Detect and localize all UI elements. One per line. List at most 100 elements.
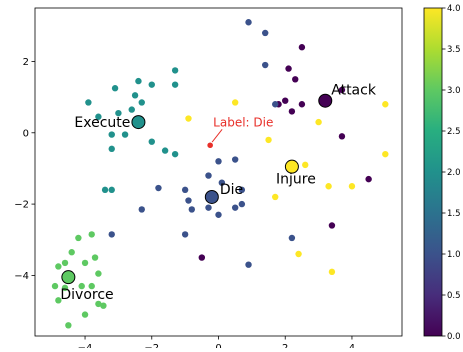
- point-label-divorce: Divorce: [60, 287, 113, 303]
- x-tick-label: 0: [215, 343, 221, 348]
- data-point: [88, 231, 95, 238]
- colorbar-tick-label: 0.0: [447, 332, 461, 342]
- colorbar-tick-label: 3.0: [447, 86, 461, 96]
- data-point: [128, 106, 135, 113]
- data-point: [205, 204, 212, 211]
- data-point: [78, 282, 85, 290]
- point-label-injure: Injure: [276, 172, 316, 188]
- highlighted-point-divorce: [61, 270, 76, 285]
- data-point: [262, 29, 269, 37]
- point-label-die: Die: [220, 182, 243, 198]
- data-point: [238, 186, 246, 194]
- data-point: [245, 19, 252, 26]
- data-point: [155, 184, 162, 192]
- data-point: [215, 158, 222, 165]
- data-point: [338, 133, 346, 140]
- data-point: [295, 250, 302, 258]
- query-annotation: Label: Die: [206, 115, 273, 150]
- data-point: [121, 131, 129, 138]
- data-point: [288, 108, 296, 115]
- data-point: [171, 67, 179, 74]
- data-point: [131, 92, 139, 99]
- x-tick-label: −4: [78, 343, 93, 348]
- highlighted-points: Attack Execute Injure Die Divorce: [60, 83, 376, 303]
- data-point: [265, 136, 272, 144]
- data-point: [100, 302, 107, 309]
- data-point: [108, 145, 115, 153]
- colorbar-tick-label: 3.5: [447, 45, 461, 55]
- data-point: [185, 115, 192, 122]
- colorbar-tick-label: 2.5: [447, 127, 461, 137]
- data-point: [198, 254, 206, 261]
- colorbar-ticks: 0.0 0.5 1.0 1.5 2.0 2.5 3.0 3.5 4.0: [442, 4, 461, 342]
- data-point: [68, 249, 75, 256]
- colorbar-tick-label: 1.0: [447, 250, 461, 260]
- data-point: [138, 206, 145, 213]
- data-point: [95, 113, 102, 120]
- query-pointer-line: [210, 128, 223, 144]
- y-axis-ticks: −4 −2 0 2: [14, 57, 35, 282]
- data-point: [215, 211, 222, 218]
- data-point: [65, 322, 72, 329]
- data-point: [292, 76, 299, 83]
- data-point: [95, 270, 102, 277]
- data-point: [315, 118, 322, 126]
- data-point: [81, 259, 89, 267]
- y-tick-label: −2: [14, 200, 29, 211]
- data-point: [91, 254, 99, 261]
- data-point: [85, 99, 92, 106]
- point-label-execute: Execute: [74, 115, 130, 131]
- data-point: [285, 65, 292, 72]
- colorbar-tick-label: 1.5: [447, 209, 461, 219]
- data-point: [338, 86, 346, 94]
- data-point: [138, 99, 145, 106]
- data-point: [298, 101, 306, 108]
- data-point: [181, 186, 189, 194]
- data-point: [218, 179, 226, 186]
- data-point: [111, 85, 119, 92]
- data-point: [115, 109, 122, 117]
- data-point: [55, 297, 62, 304]
- data-point: [365, 175, 372, 183]
- data-point: [108, 231, 115, 238]
- data-points: [51, 19, 389, 329]
- data-point: [188, 206, 196, 213]
- data-point: [81, 311, 89, 318]
- data-point: [95, 300, 102, 308]
- data-point: [61, 284, 69, 292]
- data-point: [325, 183, 332, 190]
- data-point: [231, 204, 239, 211]
- query-point: [206, 141, 214, 150]
- data-point: [185, 197, 192, 204]
- data-point: [55, 263, 62, 270]
- x-tick-label: 2: [282, 343, 288, 348]
- highlighted-point-injure: [284, 159, 299, 174]
- data-point: [238, 200, 246, 208]
- y-tick-label: 0: [23, 128, 29, 139]
- data-point: [61, 259, 69, 267]
- data-point: [161, 147, 169, 154]
- data-point: [135, 77, 142, 85]
- highlighted-point-execute: [131, 115, 146, 130]
- data-point: [298, 44, 306, 51]
- data-point: [171, 81, 179, 88]
- data-point: [205, 172, 212, 179]
- x-tick-label: −2: [144, 343, 159, 348]
- colorbar-tick-label: 0.5: [447, 291, 461, 301]
- data-point: [171, 150, 179, 158]
- data-point: [101, 186, 109, 194]
- data-point: [272, 101, 279, 108]
- point-label-attack: Attack: [331, 83, 377, 99]
- data-point: [382, 150, 389, 158]
- data-point: [181, 231, 189, 238]
- data-point: [231, 156, 239, 163]
- data-point: [245, 261, 252, 268]
- data-point: [51, 282, 59, 290]
- x-tick-label: 4: [349, 343, 355, 348]
- colorbar-tick-label: 2.0: [447, 168, 461, 178]
- data-point: [148, 138, 155, 145]
- x-axis-ticks: −4 −2 0 2 4: [78, 336, 355, 352]
- data-point: [108, 131, 115, 138]
